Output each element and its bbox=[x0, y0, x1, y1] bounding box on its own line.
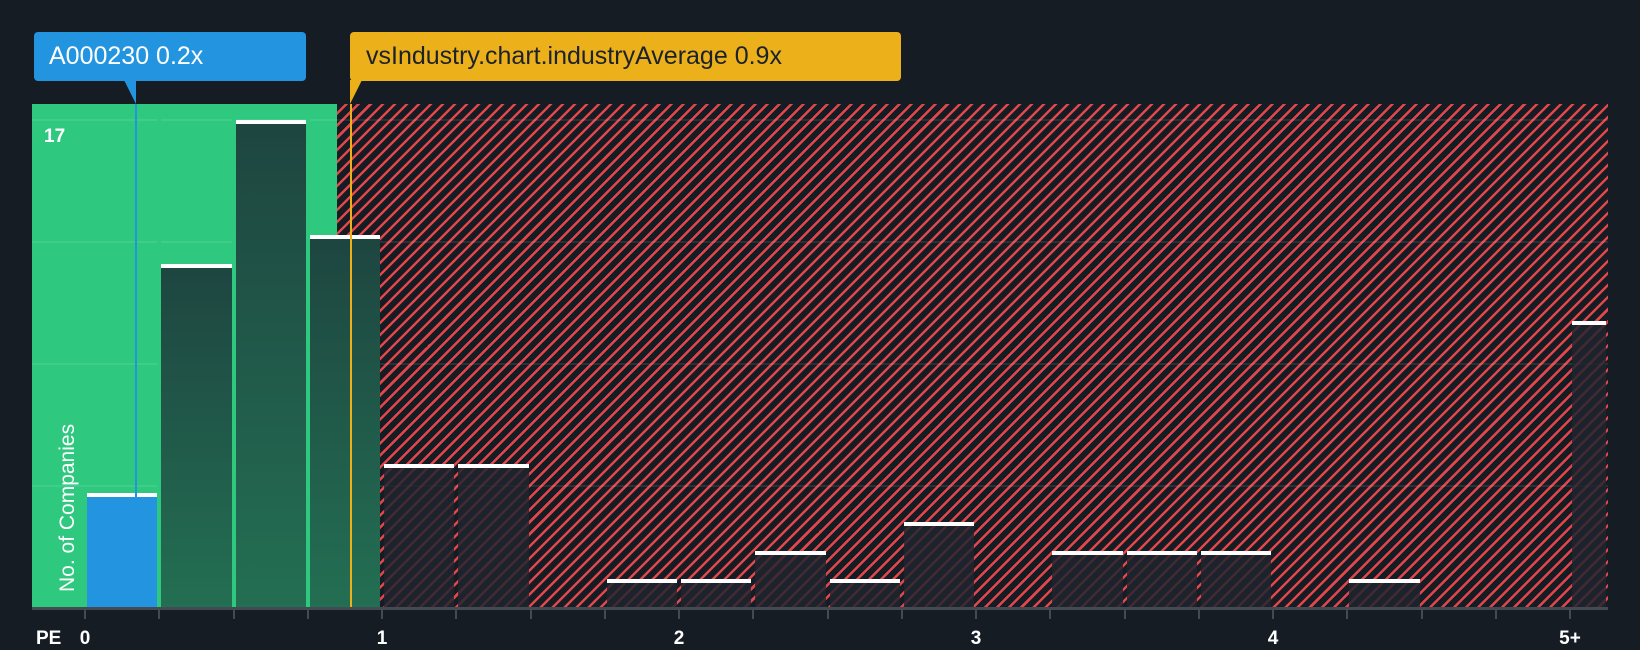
histogram-bar bbox=[458, 464, 529, 608]
bar-top-marker bbox=[829, 579, 900, 584]
x-tick bbox=[1197, 610, 1200, 619]
x-tick bbox=[84, 610, 86, 619]
overvalued-zone bbox=[337, 104, 1608, 608]
histogram-bar bbox=[384, 464, 455, 608]
histogram-bar bbox=[1572, 320, 1606, 608]
x-tick bbox=[1494, 610, 1497, 619]
histogram-bar bbox=[235, 120, 306, 608]
x-tick-label: 2 bbox=[673, 628, 685, 649]
bar-top-marker bbox=[1572, 320, 1606, 325]
industry-callout-pointer bbox=[350, 80, 362, 104]
subject-callout: A000230 0.2x bbox=[34, 32, 306, 81]
bar-top-marker bbox=[681, 579, 752, 584]
x-axis-line bbox=[32, 607, 1608, 610]
x-tick bbox=[1420, 610, 1423, 619]
x-tick-label: 3 bbox=[970, 628, 982, 649]
subject-marker-line bbox=[135, 104, 137, 608]
x-tick bbox=[603, 610, 606, 619]
histogram-bar bbox=[606, 579, 677, 608]
histogram-bar bbox=[755, 550, 826, 608]
bin-separator bbox=[305, 104, 310, 608]
bar-top-marker bbox=[1349, 579, 1420, 584]
industry-average-line bbox=[350, 104, 352, 608]
bar-top-marker bbox=[235, 120, 306, 124]
plot-area bbox=[32, 104, 1608, 608]
histogram-bar bbox=[1052, 550, 1123, 608]
histogram-bar bbox=[1349, 579, 1420, 608]
gridline bbox=[32, 241, 1608, 243]
bar-top-marker bbox=[1052, 550, 1123, 555]
x-tick bbox=[381, 610, 383, 619]
histogram-bar bbox=[829, 579, 900, 608]
bar-top-marker bbox=[87, 493, 158, 498]
gridline bbox=[32, 363, 1608, 365]
gridline bbox=[32, 485, 1608, 487]
x-tick-label: 5+ bbox=[1559, 628, 1581, 649]
histogram-bar bbox=[903, 521, 974, 608]
histogram-bar bbox=[681, 579, 752, 608]
bar-top-marker bbox=[903, 521, 974, 526]
subject-callout-pointer bbox=[124, 80, 136, 104]
histogram-bar bbox=[1200, 550, 1271, 608]
bar-top-marker bbox=[309, 234, 380, 239]
x-tick bbox=[1272, 610, 1274, 619]
bar-top-marker bbox=[1200, 550, 1271, 555]
y-axis-max-label: 17 bbox=[44, 126, 66, 147]
histogram-bar bbox=[1126, 550, 1197, 608]
x-tick bbox=[529, 610, 532, 619]
bar-top-marker bbox=[161, 263, 232, 268]
bar-top-marker bbox=[755, 550, 826, 555]
x-tick-label: 1 bbox=[376, 628, 388, 649]
x-tick bbox=[752, 610, 755, 619]
x-tick bbox=[306, 610, 309, 619]
x-tick bbox=[678, 610, 680, 619]
bar-top-marker bbox=[1126, 550, 1197, 555]
x-tick bbox=[232, 610, 235, 619]
x-tick bbox=[158, 610, 161, 619]
bar-top-marker bbox=[606, 579, 677, 584]
x-tick bbox=[1569, 610, 1571, 619]
gridline bbox=[32, 119, 1608, 121]
bar-top-marker bbox=[458, 464, 529, 469]
x-tick bbox=[975, 610, 977, 619]
x-tick bbox=[826, 610, 829, 619]
x-tick bbox=[1346, 610, 1349, 619]
x-tick bbox=[1049, 610, 1052, 619]
histogram-bar bbox=[309, 234, 380, 608]
histogram-bar bbox=[161, 263, 232, 608]
x-tick-label: 4 bbox=[1267, 628, 1279, 649]
x-axis-prefix: PE bbox=[36, 628, 62, 649]
bar-top-marker bbox=[384, 464, 455, 469]
x-tick bbox=[455, 610, 458, 619]
industry-average-callout: vsIndustry.chart.industryAverage 0.9x bbox=[350, 32, 901, 81]
bin-separator bbox=[231, 104, 236, 608]
bin-separator bbox=[157, 104, 162, 608]
subject-bin-bar bbox=[87, 493, 158, 608]
y-axis-title: No. of Companies bbox=[56, 423, 79, 592]
x-tick bbox=[900, 610, 903, 619]
x-tick bbox=[1123, 610, 1126, 619]
x-tick-label: 0 bbox=[79, 628, 91, 649]
